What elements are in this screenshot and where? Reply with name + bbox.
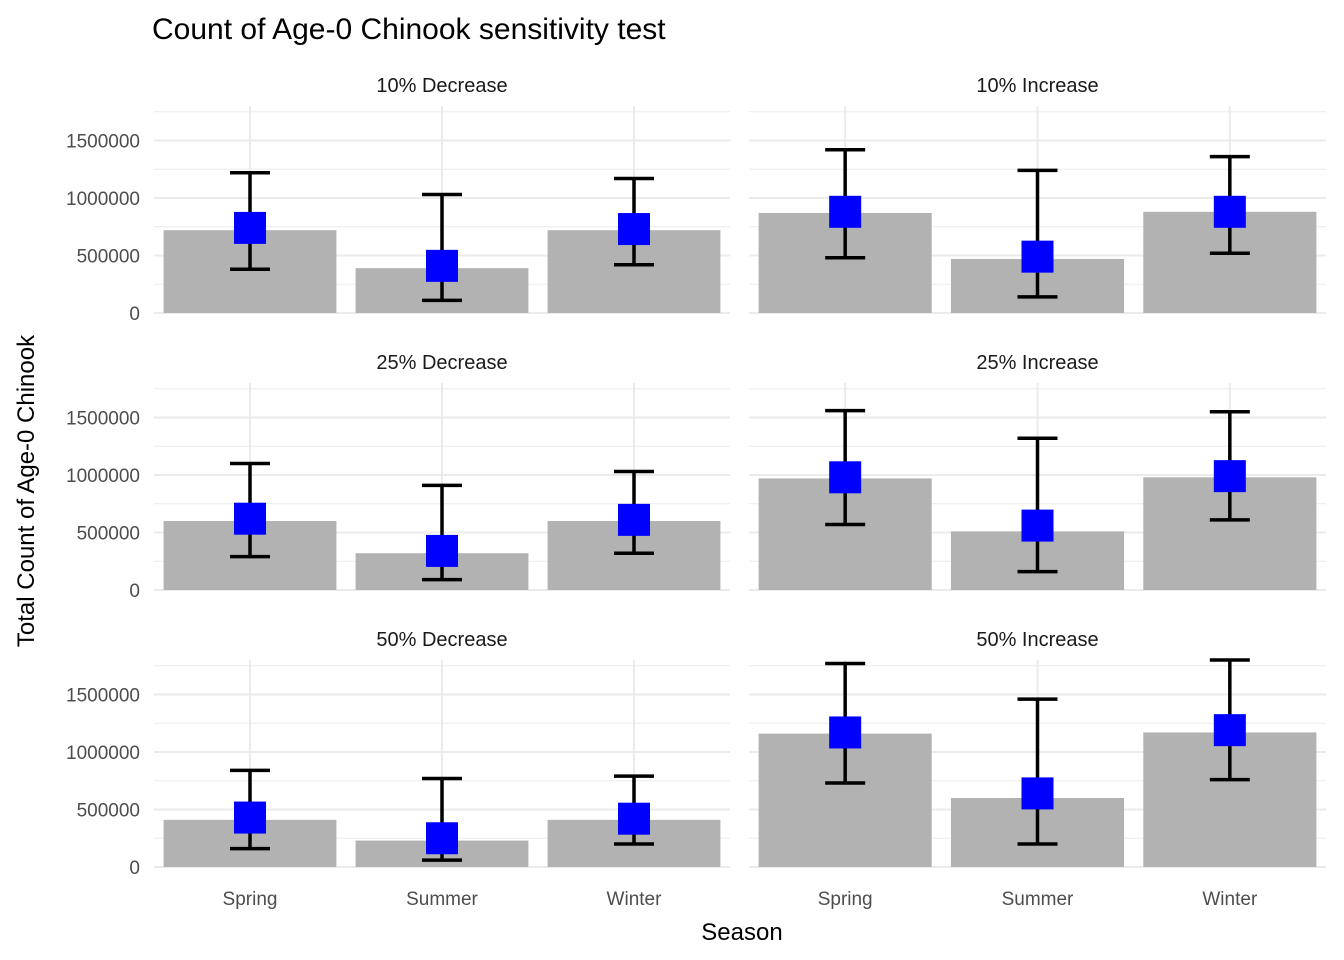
x-tick-label: Spring bbox=[818, 889, 873, 910]
y-axis-title: Total Count of Age-0 Chinook bbox=[13, 334, 40, 647]
point-marker bbox=[829, 716, 862, 749]
y-tick-label: 500000 bbox=[77, 524, 140, 545]
point-marker bbox=[618, 213, 650, 246]
point-marker bbox=[426, 249, 458, 282]
y-tick-label: 0 bbox=[129, 858, 140, 879]
panel-strip-label: 50% Increase bbox=[976, 629, 1098, 651]
y-tick-label: 500000 bbox=[77, 801, 140, 822]
panel-strip-label: 10% Increase bbox=[976, 75, 1098, 97]
point-marker bbox=[829, 461, 862, 494]
point-marker bbox=[1213, 714, 1246, 747]
y-tick-label: 1500000 bbox=[66, 409, 140, 430]
x-tick-label: Summer bbox=[406, 889, 478, 910]
point-marker bbox=[234, 211, 266, 244]
panel-strip-label: 10% Decrease bbox=[376, 75, 507, 97]
panel-strip-label: 25% Increase bbox=[976, 352, 1098, 374]
panel: 25% Decrease 0 500000 1000000 1500000 bbox=[66, 352, 730, 602]
panel: 10% Increase bbox=[749, 75, 1326, 314]
y-tick-label: 500000 bbox=[77, 247, 140, 268]
panel: 10% Decrease 0 500000 1000000 1500000 bbox=[66, 75, 730, 325]
x-axis-title: Season bbox=[701, 919, 782, 946]
point-marker bbox=[234, 801, 266, 834]
point-marker bbox=[234, 502, 266, 535]
point-marker bbox=[426, 822, 458, 855]
y-tick-label: 1000000 bbox=[66, 743, 140, 764]
panel-strip-label: 50% Decrease bbox=[376, 629, 507, 651]
point-marker bbox=[1021, 777, 1054, 810]
panels: 10% Decrease 0 500000 1000000 1500000 10% Inc… bbox=[66, 75, 1326, 910]
point-marker bbox=[618, 802, 650, 835]
panel: 50% Decrease 0 500000 1000000 1500000 Spring S… bbox=[66, 629, 730, 910]
y-tick-label: 0 bbox=[129, 304, 140, 325]
x-tick-label: Summer bbox=[1002, 889, 1074, 910]
x-tick-label: Spring bbox=[223, 889, 278, 910]
point-marker bbox=[618, 503, 650, 536]
x-tick-label: Winter bbox=[1202, 889, 1258, 910]
y-tick-label: 1500000 bbox=[66, 132, 140, 153]
x-tick-label: Winter bbox=[607, 889, 663, 910]
point-marker bbox=[1213, 460, 1246, 493]
point-marker bbox=[829, 195, 862, 228]
point-marker bbox=[1021, 240, 1054, 273]
chart-title: Count of Age-0 Chinook sensitivity test bbox=[152, 13, 666, 46]
y-tick-label: 1000000 bbox=[66, 189, 140, 210]
y-tick-label: 1000000 bbox=[66, 466, 140, 487]
y-tick-label: 1500000 bbox=[66, 686, 140, 707]
point-marker bbox=[426, 534, 458, 567]
y-tick-label: 0 bbox=[129, 581, 140, 602]
point-marker bbox=[1213, 195, 1246, 228]
panel: 25% Increase bbox=[749, 352, 1326, 591]
panel: 50% Increase Spring Summer Winter bbox=[749, 629, 1326, 910]
panel-strip-label: 25% Decrease bbox=[376, 352, 507, 374]
point-marker bbox=[1021, 509, 1054, 542]
